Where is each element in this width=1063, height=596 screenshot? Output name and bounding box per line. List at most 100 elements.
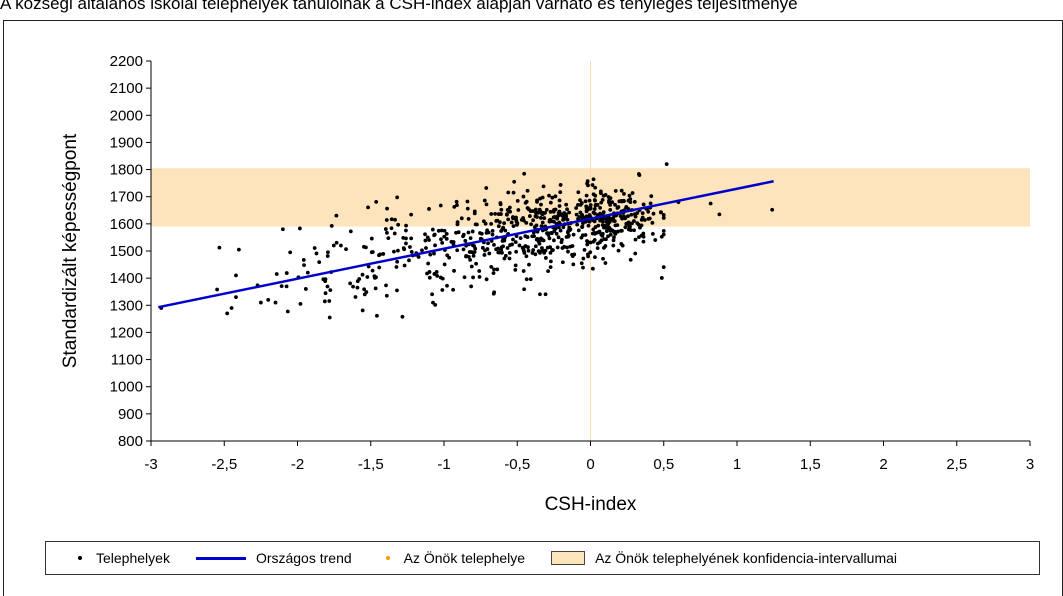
data-point	[556, 211, 561, 215]
legend-band-label: Az Önök telephelyének konfidencia-interv…	[595, 550, 898, 566]
data-point	[408, 245, 412, 249]
data-point	[579, 235, 584, 240]
data-point	[463, 238, 468, 243]
data-point	[404, 241, 408, 246]
data-point	[623, 225, 628, 230]
data-point	[576, 228, 581, 233]
data-point	[328, 288, 333, 293]
data-point	[613, 189, 618, 193]
data-point	[215, 287, 220, 292]
data-point	[471, 253, 476, 258]
data-point	[427, 238, 431, 242]
data-point	[615, 206, 620, 210]
data-point	[571, 262, 576, 267]
y-tick-label: 1600	[110, 216, 143, 233]
y-tick-label: 1800	[110, 162, 143, 179]
data-point	[534, 223, 539, 228]
data-point	[557, 198, 562, 203]
data-point	[362, 244, 366, 249]
data-point	[548, 265, 553, 270]
data-point	[591, 239, 596, 244]
data-point	[580, 224, 585, 229]
data-point	[547, 236, 552, 241]
data-point	[502, 221, 507, 225]
data-point	[619, 228, 624, 233]
data-point	[334, 213, 339, 218]
data-point	[770, 207, 775, 212]
data-point	[595, 246, 600, 251]
data-point	[518, 236, 523, 241]
data-point	[587, 198, 592, 203]
data-point	[614, 230, 619, 234]
data-point	[303, 287, 308, 291]
data-point	[348, 229, 353, 234]
data-point	[482, 253, 487, 257]
data-point	[607, 198, 611, 203]
data-point	[598, 205, 603, 210]
data-point	[489, 222, 494, 226]
data-point	[440, 240, 445, 245]
data-point	[628, 197, 633, 201]
data-point	[327, 299, 332, 303]
data-point	[641, 202, 646, 207]
data-point	[648, 201, 653, 206]
data-point	[636, 222, 641, 227]
y-tick-label: 1000	[110, 379, 143, 396]
data-point	[548, 217, 553, 222]
data-point	[493, 211, 498, 216]
data-point	[280, 227, 285, 232]
data-point	[556, 235, 561, 240]
data-point	[416, 255, 421, 259]
data-point	[484, 202, 489, 207]
data-point	[558, 228, 563, 233]
data-point	[385, 230, 389, 235]
x-tick-label: -1	[437, 456, 450, 473]
data-point	[618, 214, 623, 218]
data-point	[491, 271, 496, 276]
data-point	[581, 265, 585, 270]
data-point	[513, 240, 518, 245]
data-point	[560, 246, 565, 250]
data-point	[279, 284, 284, 289]
data-point	[527, 214, 532, 218]
data-point	[592, 230, 597, 235]
data-point	[473, 246, 478, 251]
data-point	[717, 212, 722, 217]
data-point	[468, 236, 473, 241]
data-point	[480, 245, 485, 250]
x-tick-label: 2	[879, 456, 887, 473]
data-point	[487, 251, 492, 256]
data-point	[558, 183, 563, 187]
data-point	[610, 200, 615, 205]
data-point	[538, 196, 542, 201]
data-point	[407, 258, 411, 263]
data-point	[381, 252, 386, 256]
data-point	[378, 252, 382, 257]
data-point	[575, 222, 580, 227]
data-point	[586, 240, 590, 245]
data-point	[632, 199, 637, 204]
y-tick-label: 1400	[110, 270, 143, 287]
data-point	[461, 247, 466, 252]
data-point	[454, 199, 459, 204]
data-point	[432, 272, 437, 276]
legend-own-label: Az Önök telephelye	[403, 550, 526, 566]
data-point	[395, 288, 399, 293]
data-point	[661, 212, 666, 217]
data-point	[530, 251, 535, 255]
data-point	[484, 230, 489, 235]
data-point	[486, 241, 490, 246]
data-point	[611, 218, 615, 223]
data-point	[440, 288, 445, 292]
data-point	[616, 248, 621, 253]
data-point	[471, 275, 475, 280]
y-tick-label: 900	[118, 406, 143, 423]
data-point	[430, 292, 435, 297]
legend-points-label: Telephelyek	[96, 550, 170, 566]
data-point	[284, 271, 289, 275]
data-point	[543, 292, 548, 297]
data-point	[389, 217, 394, 222]
data-point	[470, 229, 475, 234]
data-point	[385, 206, 389, 211]
data-point	[455, 220, 460, 225]
